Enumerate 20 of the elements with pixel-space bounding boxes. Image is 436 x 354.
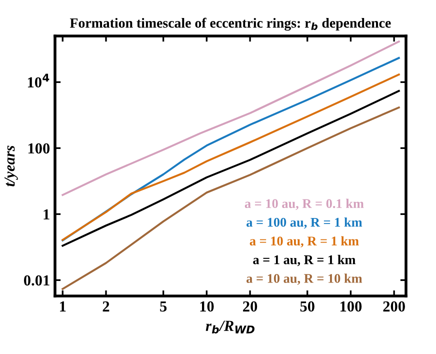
y-tick-label: 0.01 [24, 275, 50, 286]
text: a = 1 au, R = 1 km [253, 254, 356, 266]
text: a = 100 au, R = 1 km [246, 217, 362, 229]
x-tick-label: 50 [300, 301, 314, 312]
x-tick-label: 10 [200, 301, 214, 312]
y-tick-label: 100 [28, 143, 50, 154]
x-tick-label: 2 [102, 301, 110, 312]
y-axis-title: t/years [4, 146, 18, 186]
chart-title: Formation timescale of eccentric rings: r$_{b}$ dependence [70, 18, 391, 31]
x-tick-label: 100 [340, 301, 362, 312]
text: a = 10 au, R = 0.1 km [244, 198, 364, 210]
text: a = 10 au, R = 10 km [246, 274, 362, 285]
x-tick-label: 200 [383, 301, 405, 312]
x-axis-title: r$_{b}$/R$_{WD}$ [206, 320, 254, 334]
y-tick-label: 1 [44, 209, 50, 220]
y-tick-label: 10$^{4}$ [28, 74, 50, 88]
x-tick-label: 20 [243, 301, 258, 312]
x-tick-label: 5 [160, 301, 167, 312]
text: a = 10 au, R = 1 km [250, 236, 359, 248]
x-tick-label: 1 [60, 301, 66, 312]
